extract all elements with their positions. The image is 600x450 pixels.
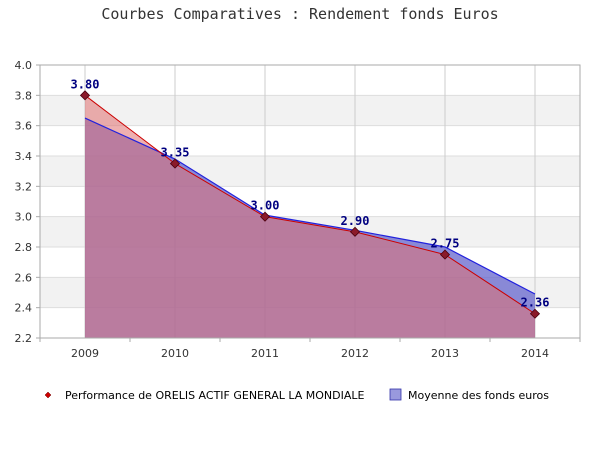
legend-swatch-average: [389, 388, 402, 401]
x-tick-label: 2009: [71, 347, 99, 360]
data-point-performance: [79, 90, 91, 101]
data-point-performance: [529, 308, 541, 319]
data-label-performance: 2.75: [431, 237, 460, 251]
legend-label-average: Moyenne des fonds euros: [408, 389, 549, 402]
plot-area: 3.80 3.35 3.00 2.90 2.75 2.36 2.2 2.4 2.6 2.8 3.0 3…: [15, 59, 581, 360]
data-point-performance: [439, 249, 451, 260]
data-point-performance: [349, 226, 361, 237]
data-label-performance: 3.00: [251, 199, 280, 213]
y-tick-label: 3.0: [15, 211, 33, 224]
x-tick-label: 2014: [521, 347, 549, 360]
y-tick-label: 2.8: [15, 241, 33, 254]
data-label-performance: 3.35: [161, 146, 190, 160]
y-tick-label: 3.6: [15, 120, 33, 133]
y-tick-label: 3.4: [15, 150, 33, 163]
area-performance: [85, 95, 535, 338]
x-tick-label: 2012: [341, 347, 369, 360]
grid-band: [40, 95, 580, 126]
y-tick-label: 3.8: [15, 89, 33, 102]
legend-label-performance: Performance de ORELIS ACTIF GENERAL LA M…: [65, 389, 364, 402]
data-label-performance: 2.36: [521, 296, 550, 310]
x-tick-label: 2011: [251, 347, 279, 360]
line-performance: [84, 94, 536, 315]
y-tick-label: 2.2: [15, 332, 33, 345]
y-tick-label: 2.6: [15, 271, 33, 284]
data-point-performance: [169, 158, 181, 169]
legend-marker-performance: [44, 391, 52, 399]
x-tick-label: 2010: [161, 347, 189, 360]
y-tick-label: 3.2: [15, 180, 33, 193]
y-tick-label: 4.0: [15, 59, 33, 72]
data-point-performance: [259, 211, 271, 222]
x-tick-label: 2013: [431, 347, 459, 360]
legend: Performance de ORELIS ACTIF GENERAL LA M…: [44, 388, 549, 402]
y-tick-label: 2.4: [15, 302, 33, 315]
data-label-performance: 2.90: [341, 214, 370, 228]
data-label-performance: 3.80: [71, 77, 100, 91]
plot-frame: [39, 64, 581, 339]
chart-title: Courbes Comparatives : Rendement fonds E…: [101, 5, 498, 23]
